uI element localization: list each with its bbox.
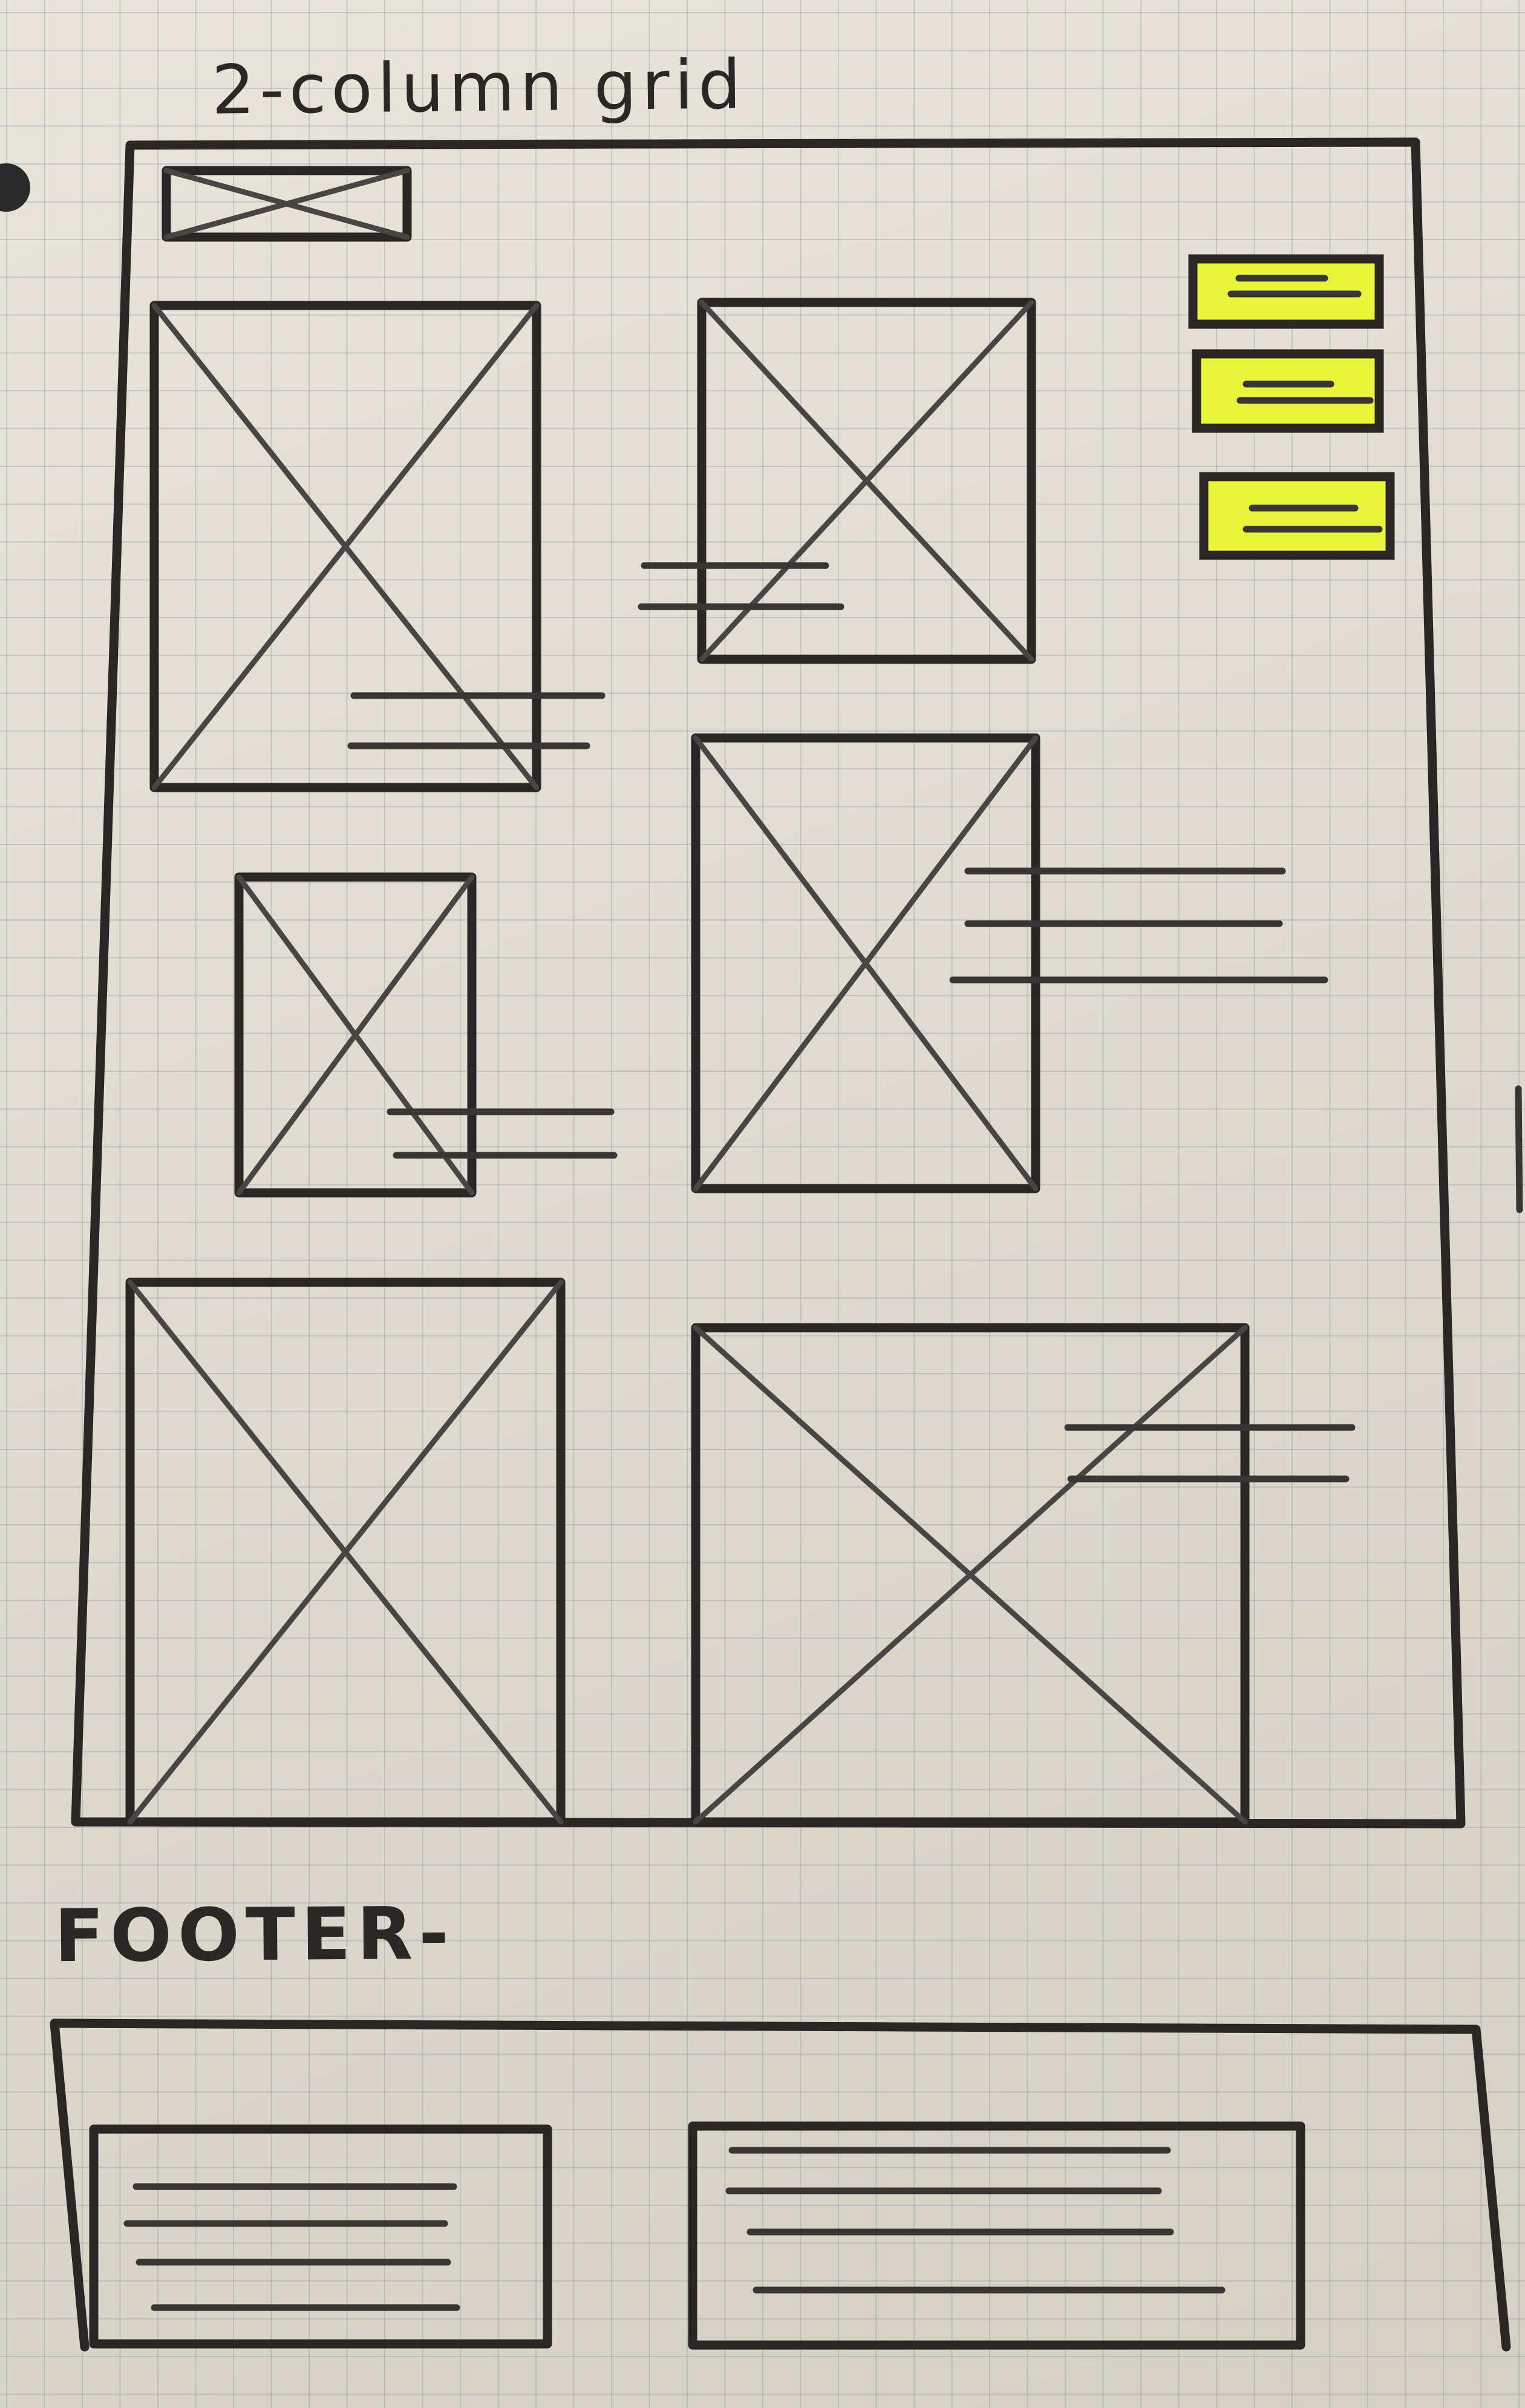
page-frame: [71, 137, 1466, 1829]
logo-placeholder-icon: [162, 166, 412, 242]
image-block-4: [691, 733, 1040, 1193]
footer-text-box-right: [688, 2121, 1305, 2350]
nav-button-1[interactable]: [1188, 254, 1384, 329]
text-lines-3: [387, 1108, 618, 1159]
image-block-2: [697, 298, 1036, 664]
edge-mark: [1515, 1085, 1523, 1213]
text-lines-2: [638, 562, 844, 610]
footer-text-box-left: [89, 2124, 552, 2349]
image-block-6: [691, 1323, 1250, 1827]
text-lines-1: [347, 692, 606, 749]
nav-button-2[interactable]: [1192, 349, 1384, 433]
text-lines-6: [1064, 1424, 1356, 1483]
footer-frame: [50, 2018, 1511, 2352]
image-block-3: [234, 872, 477, 1198]
nav-button-3[interactable]: [1199, 472, 1395, 560]
text-lines-4: [949, 867, 1328, 984]
image-block-1: [149, 301, 541, 792]
image-block-5: [125, 1277, 566, 1827]
